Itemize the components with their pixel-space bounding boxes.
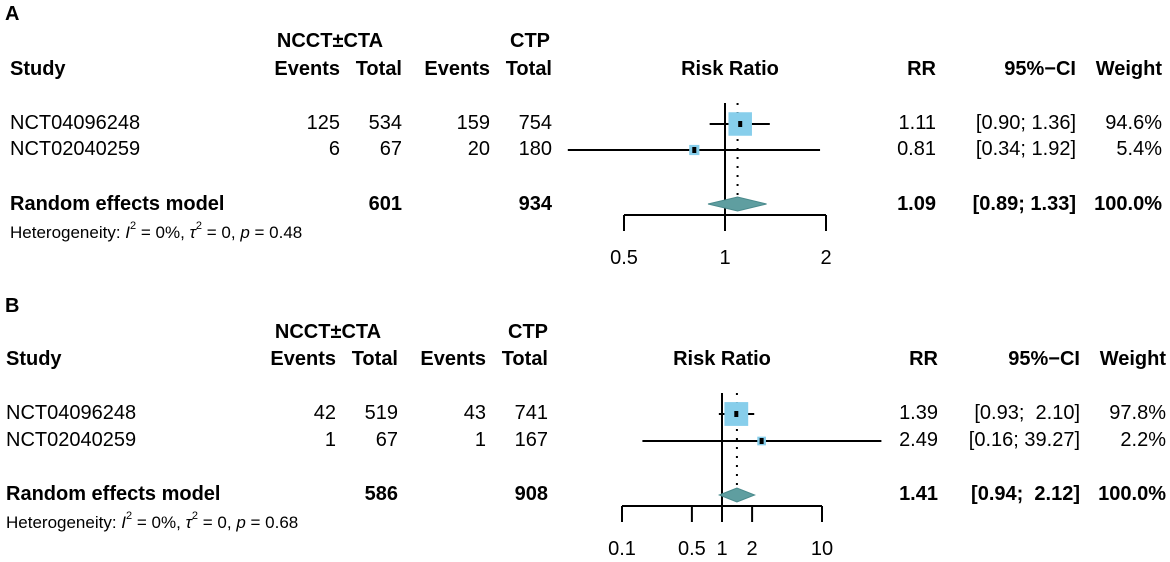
rr-value: 1.39 [899, 402, 938, 424]
x-tick-label: 0.1 [608, 538, 636, 560]
events1-value: 42 [313, 402, 336, 424]
study-header: Study [10, 58, 66, 80]
events1-value: 1 [324, 429, 336, 451]
weight-value: 2.2% [1120, 429, 1166, 451]
pooled-name: Random effects model [6, 483, 221, 505]
forest-plot-area: 0.1 0.5 1 2 10 [608, 393, 882, 560]
heterogeneity-text: Heterogeneity: I2 = 0%, τ2 = 0, p = 0.68 [6, 510, 299, 533]
pooled-ci: [0.94; 2.12] [971, 483, 1080, 505]
ci-header: 95%−CI [1004, 58, 1076, 80]
study-header: Study [6, 348, 62, 370]
rr-header: RR [907, 58, 936, 80]
pooled-ci: [0.89; 1.33] [972, 193, 1076, 215]
events2-value: 159 [456, 112, 490, 134]
weight-header: Weight [1099, 348, 1166, 370]
events1-value: 6 [328, 138, 340, 160]
pooled-total1: 586 [364, 483, 398, 505]
pooled-total2: 908 [514, 483, 548, 505]
ci-header: 95%−CI [1008, 348, 1080, 370]
ci-value: [0.34; 1.92] [975, 138, 1076, 160]
total2-value: 741 [514, 402, 548, 424]
events2-value: 1 [474, 429, 486, 451]
forest-plot-b: B NCCT±CTA CTP Study Events Total Events… [0, 281, 1170, 562]
rr-value: 0.81 [897, 138, 936, 160]
point-estimate [692, 147, 697, 153]
total2-header: Total [505, 58, 552, 80]
rr-header: RR [909, 348, 938, 370]
pooled-total2: 934 [518, 193, 552, 215]
pooled-total1: 601 [368, 193, 402, 215]
study-name: NCT04096248 [6, 402, 137, 424]
total2-value: 167 [514, 429, 548, 451]
point-estimate [734, 411, 739, 417]
forest-plot-a: A NCCT±CTA CTP Study Events Total Events… [5, 3, 1162, 269]
x-tick-label: 0.5 [610, 247, 638, 269]
events2-value: 43 [463, 402, 486, 424]
rr-value: 2.49 [899, 429, 938, 451]
forest-plot-area: 0.5 1 2 [567, 103, 832, 269]
pooled-diamond [717, 487, 756, 503]
events2-header: Events [420, 348, 486, 370]
pooled-name: Random effects model [10, 193, 225, 215]
total1-value: 519 [364, 402, 398, 424]
pooled-rr: 1.41 [899, 483, 938, 505]
weight-value: 5.4% [1116, 138, 1162, 160]
ci-value: [0.93; 2.10] [974, 402, 1080, 424]
heterogeneity-text: Heterogeneity: I2 = 0%, τ2 = 0, p = 0.48 [10, 220, 303, 243]
events1-value: 125 [306, 112, 340, 134]
pooled-rr: 1.09 [897, 193, 936, 215]
total1-header: Total [351, 348, 398, 370]
panel-label: B [5, 295, 20, 317]
group1-header: NCCT±CTA [274, 321, 382, 343]
total1-value: 67 [375, 429, 398, 451]
plot-header: Risk Ratio [681, 58, 779, 80]
x-tick-label: 1 [716, 538, 727, 560]
ci-value: [0.16; 39.27] [968, 429, 1080, 451]
x-tick-label: 0.5 [678, 538, 706, 560]
study-name: NCT02040259 [6, 429, 137, 451]
group2-header: CTP [510, 30, 550, 52]
pooled-diamond [707, 196, 767, 212]
panel-label: A [5, 3, 20, 25]
x-tick-label: 10 [811, 538, 833, 560]
total1-value: 534 [368, 112, 402, 134]
total2-value: 180 [518, 138, 552, 160]
pooled-weight: 100.0% [1094, 193, 1162, 215]
events2-header: Events [424, 58, 490, 80]
point-estimate [738, 121, 743, 127]
x-tick-label: 2 [820, 247, 831, 269]
total2-header: Total [501, 348, 548, 370]
total2-value: 754 [518, 112, 552, 134]
weight-value: 97.8% [1109, 402, 1166, 424]
events1-header: Events [270, 348, 336, 370]
weight-value: 94.6% [1105, 112, 1162, 134]
x-tick-label: 1 [719, 247, 730, 269]
rr-value: 1.11 [898, 112, 936, 134]
x-tick-label: 2 [747, 538, 758, 560]
events2-value: 20 [467, 138, 490, 160]
group1-header: NCCT±CTA [276, 30, 384, 52]
point-estimate [759, 438, 764, 444]
weight-header: Weight [1095, 58, 1162, 80]
study-name: NCT02040259 [10, 138, 141, 160]
pooled-weight: 100.0% [1098, 483, 1166, 505]
total1-value: 67 [379, 138, 402, 160]
total1-header: Total [355, 58, 402, 80]
plot-header: Risk Ratio [673, 348, 771, 370]
study-name: NCT04096248 [10, 112, 141, 134]
events1-header: Events [274, 58, 340, 80]
group2-header: CTP [508, 321, 548, 343]
ci-value: [0.90; 1.36] [975, 112, 1076, 134]
